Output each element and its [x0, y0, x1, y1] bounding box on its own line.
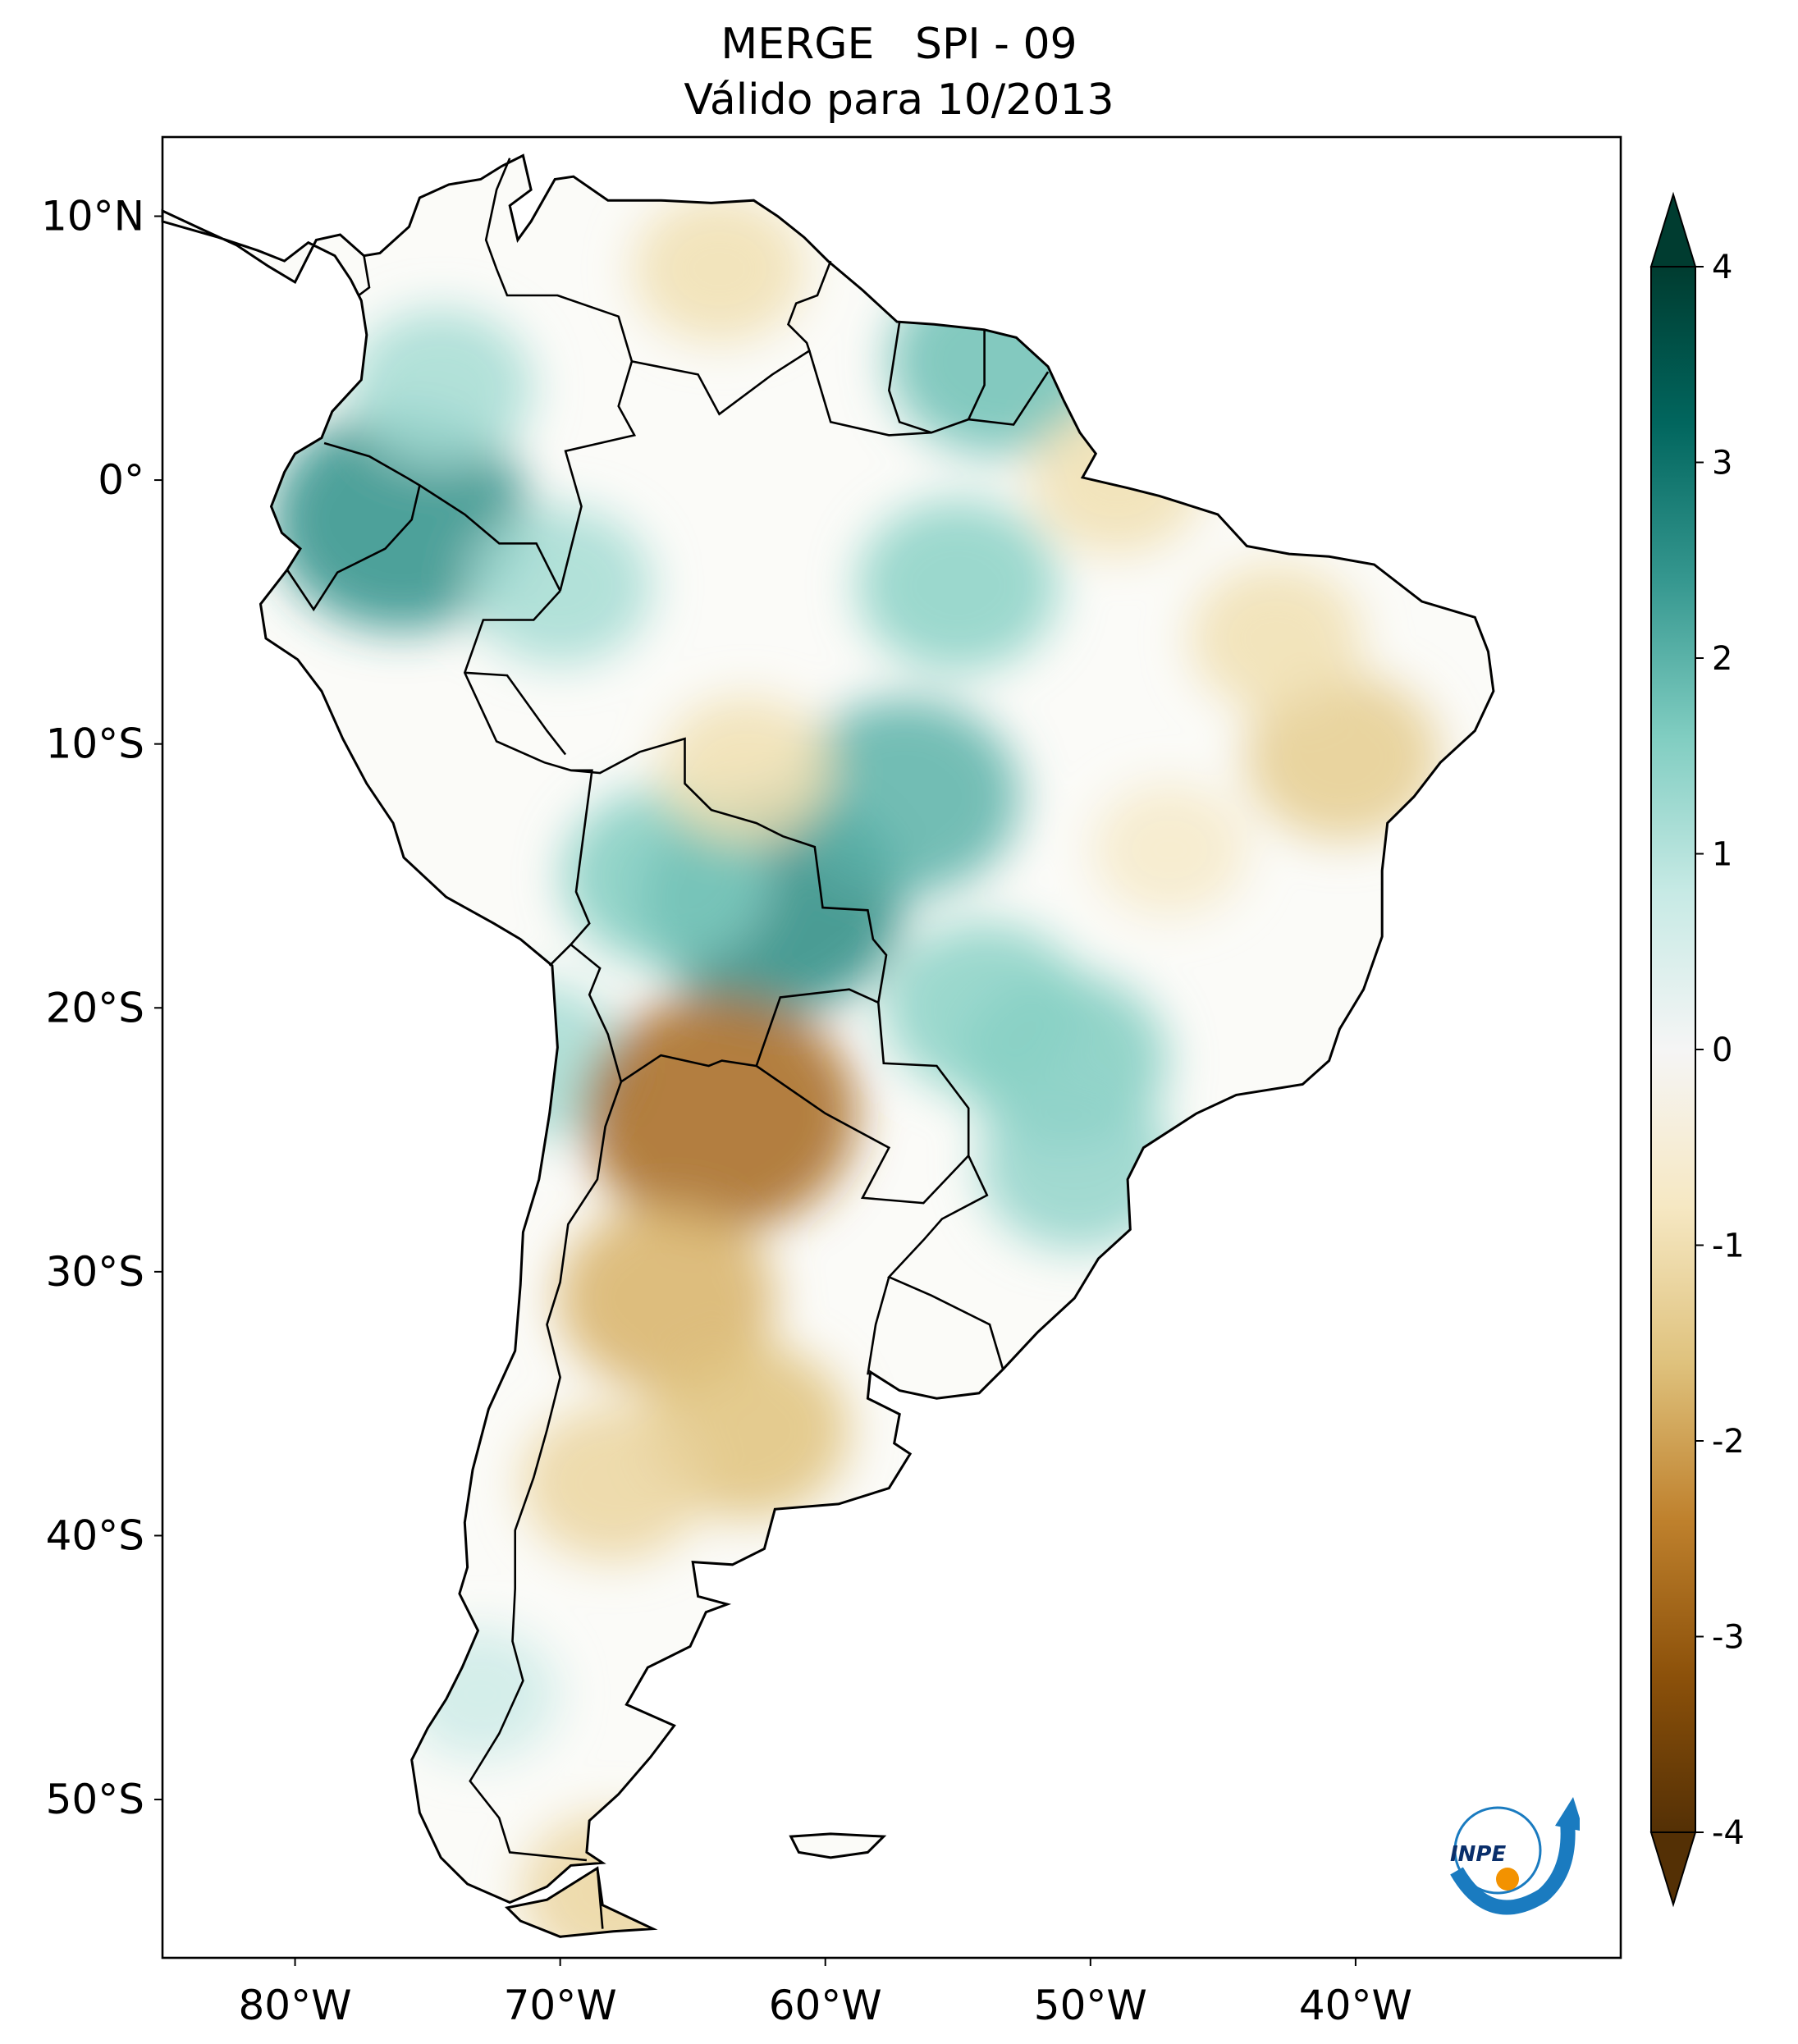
border-line — [877, 1002, 1004, 1370]
border-line — [968, 329, 986, 420]
inpe-logo: INPE — [1440, 1789, 1584, 1928]
anomaly-patch — [884, 921, 1086, 1095]
lon-tick-label: 80°W — [239, 1982, 352, 2029]
anomaly-patch — [1244, 673, 1440, 841]
logo-dot-icon — [1496, 1868, 1519, 1891]
colorbar-tick-label: 0 — [1712, 1031, 1732, 1069]
anomaly-patch — [857, 499, 1059, 672]
map-title: MERGE SPI - 09 — [721, 20, 1077, 69]
colorbar-tick-label: -2 — [1712, 1423, 1745, 1461]
colorbar-tick-label: -3 — [1712, 1619, 1745, 1657]
colorbar-tick-label: 1 — [1712, 836, 1732, 874]
lat-tick-label: 50°S — [46, 1776, 144, 1823]
political-borders — [286, 158, 1050, 1929]
colorbar-extend-max — [1649, 191, 1697, 268]
colorbar-tick-label: 2 — [1712, 640, 1732, 678]
border-line — [484, 158, 637, 592]
anomaly-patch — [468, 506, 652, 665]
anomaly-patch — [1092, 783, 1248, 917]
lat-tick-label: 40°S — [46, 1511, 144, 1559]
anomaly-patch — [581, 995, 858, 1232]
lat-tick-label: 10°S — [46, 720, 144, 768]
border-line — [419, 484, 561, 592]
logo-swoosh-icon — [1450, 1821, 1576, 1915]
border-line — [464, 671, 567, 756]
border-line — [358, 255, 371, 297]
map-frame — [161, 135, 1622, 1959]
map-plot-area — [161, 135, 1622, 1959]
colorbar-ticks: 4 3 2 1 0 -1 -2 -3 -4 — [1695, 249, 1745, 1852]
border-line — [631, 260, 832, 416]
anomaly-patch — [659, 696, 832, 844]
border-line — [867, 1276, 890, 1375]
lat-tick-label: 20°S — [46, 984, 144, 1031]
lon-tick-label: 70°W — [504, 1982, 617, 2029]
colorbar-tick-label: 4 — [1712, 249, 1732, 286]
colorbar-extend-min — [1649, 1831, 1697, 1908]
border-line — [570, 944, 879, 1084]
border-line — [570, 737, 888, 1004]
border-line — [596, 1868, 604, 1929]
anomaly-patch — [789, 697, 1020, 895]
spi-anomaly-field — [272, 194, 1440, 1937]
logo-arrow-icon — [1555, 1797, 1584, 1831]
lon-tick-label: 50°W — [1034, 1982, 1147, 2029]
colorbar: 4 3 2 1 0 -1 -2 -3 -4 — [1649, 191, 1745, 1908]
logo-text: INPE — [1450, 1842, 1506, 1867]
anomaly-patch — [633, 194, 806, 343]
longitude-axis: 80°W 70°W 60°W 50°W 40°W — [239, 1958, 1412, 2029]
anomaly-patch — [1189, 565, 1362, 713]
colorbar-gradient — [1650, 266, 1696, 1833]
border-line — [887, 321, 932, 434]
logo-orbit-icon — [1453, 1806, 1542, 1895]
map-subtitle: Válido para 10/2013 — [684, 75, 1114, 125]
lat-tick-label: 0° — [98, 456, 144, 504]
lon-tick-label: 40°W — [1299, 1982, 1412, 2029]
border-line — [469, 1081, 623, 1862]
colorbar-tick-label: -1 — [1712, 1228, 1745, 1265]
anomaly-patch — [521, 1404, 706, 1562]
lon-tick-label: 60°W — [769, 1982, 882, 2029]
border-line — [755, 1064, 970, 1205]
anomaly-patch — [349, 309, 533, 467]
lat-tick-label: 10°N — [41, 192, 144, 240]
latitude-axis: 10°N 0° 10°S 20°S 30°S 40°S 50°S — [41, 192, 162, 1823]
anomaly-patch — [403, 1627, 559, 1761]
anomaly-patch — [979, 1082, 1175, 1251]
border-line — [286, 441, 421, 612]
anomaly-patch — [1031, 406, 1204, 555]
anomaly-patch — [521, 1813, 706, 1937]
colorbar-tick-label: -4 — [1712, 1814, 1745, 1852]
lat-tick-label: 30°S — [46, 1248, 144, 1296]
inpe-logo-icon: INPE — [1450, 1797, 1584, 1915]
colorbar-tick-label: 3 — [1712, 445, 1732, 482]
